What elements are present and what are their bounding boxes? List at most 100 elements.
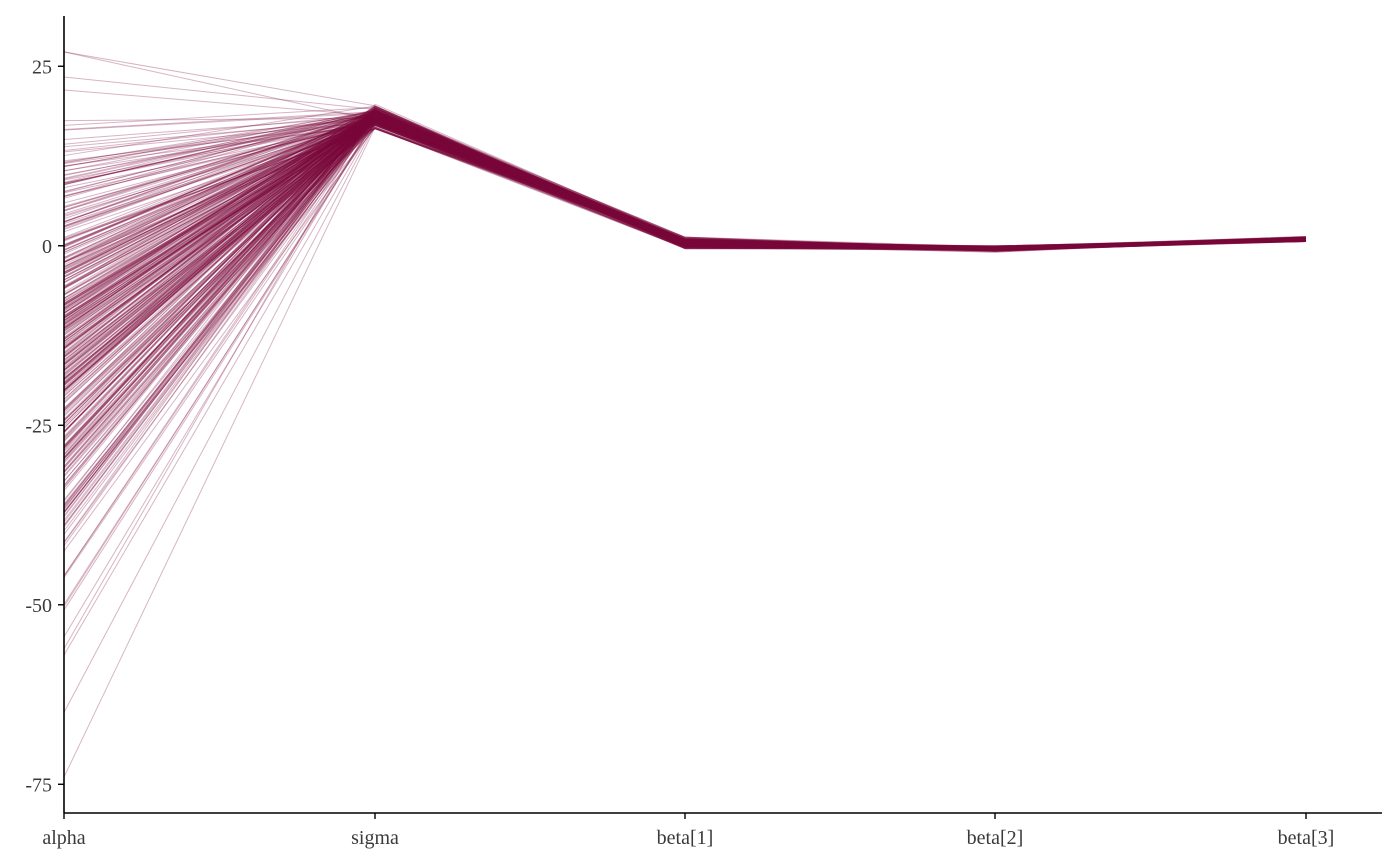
draw-line — [63, 121, 1307, 296]
draw-line — [63, 103, 1307, 385]
draw-line — [63, 123, 1307, 459]
draw-line — [63, 114, 1307, 329]
draw-line — [63, 117, 1307, 473]
draw-line — [63, 111, 1307, 363]
draw-line — [63, 116, 1307, 368]
draw-line — [63, 116, 1307, 249]
draw-line — [63, 115, 1307, 263]
draw-line — [63, 112, 1307, 449]
draw-line — [63, 51, 1307, 250]
draw-line — [63, 116, 1307, 248]
draw-line — [63, 113, 1307, 284]
draw-line — [63, 115, 1307, 380]
draw-line — [63, 110, 1307, 492]
draw-line — [63, 114, 1307, 393]
draw-line — [63, 124, 1307, 375]
draw-line — [63, 112, 1307, 249]
draw-line — [63, 119, 1307, 486]
draw-line — [63, 111, 1307, 249]
draw-line — [63, 112, 1307, 424]
draw-line — [63, 127, 1307, 428]
draw-line — [63, 119, 1307, 482]
draw-line — [63, 114, 1307, 310]
draw-line — [63, 120, 1307, 289]
draw-line — [63, 116, 1307, 384]
draw-line — [63, 116, 1307, 345]
draw-line — [63, 113, 1307, 514]
draw-line — [63, 115, 1307, 391]
draw-line — [63, 105, 1307, 314]
draw-line — [63, 107, 1307, 353]
draw-line — [63, 119, 1307, 326]
y-tick-label: -75 — [25, 774, 52, 796]
draw-line — [63, 109, 1307, 262]
draw-line — [63, 119, 1307, 400]
draw-line — [63, 123, 1307, 250]
draw-line — [63, 107, 1307, 472]
draw-line — [63, 116, 1307, 459]
draw-line — [63, 120, 1307, 260]
x-tick-label: beta[1] — [657, 827, 714, 849]
draw-line — [63, 124, 1307, 473]
draw-line — [63, 108, 1307, 511]
draw-line — [63, 121, 1307, 611]
draw-line — [63, 118, 1307, 250]
draw-line — [63, 120, 1307, 248]
draw-line — [63, 115, 1307, 287]
draw-line — [63, 110, 1307, 249]
draw-line — [63, 113, 1307, 338]
draw-line — [63, 127, 1307, 421]
draw-line — [63, 110, 1307, 312]
draw-line — [63, 113, 1307, 258]
draw-line — [63, 106, 1307, 314]
x-tick-label: alpha — [42, 827, 85, 849]
draw-line — [63, 107, 1307, 393]
draw-line — [63, 111, 1307, 518]
draw-line — [63, 124, 1307, 384]
draw-line — [63, 111, 1307, 248]
draw-line — [63, 113, 1307, 476]
draw-line — [63, 117, 1307, 329]
draw-line — [63, 118, 1307, 278]
draw-line — [63, 112, 1307, 275]
draw-line — [63, 110, 1307, 455]
draw-line — [63, 121, 1307, 605]
draw-line — [63, 115, 1307, 438]
draw-line — [63, 106, 1307, 288]
draw-line — [63, 113, 1307, 377]
draw-line — [63, 115, 1307, 397]
draw-line — [63, 115, 1307, 342]
draw-line — [63, 121, 1307, 334]
draw-line — [63, 119, 1307, 281]
draw-line — [63, 116, 1307, 501]
draw-line — [63, 112, 1307, 249]
draw-line — [63, 113, 1307, 371]
draw-line — [63, 112, 1307, 507]
draw-line — [63, 118, 1307, 253]
draw-line — [63, 120, 1307, 325]
draw-line — [63, 117, 1307, 460]
draw-line — [63, 110, 1307, 386]
draw-line — [63, 128, 1307, 359]
draw-line — [63, 113, 1307, 248]
draw-line — [63, 115, 1307, 377]
draw-line — [63, 110, 1307, 289]
draw-line — [63, 109, 1307, 342]
draw-line — [63, 116, 1307, 259]
draw-line — [63, 117, 1307, 532]
draw-line — [63, 115, 1307, 365]
draw-line — [63, 116, 1307, 355]
draw-line — [63, 122, 1307, 250]
draw-line — [63, 114, 1307, 517]
draw-line — [63, 124, 1307, 264]
draw-line — [63, 115, 1307, 270]
draw-line — [63, 112, 1307, 251]
draw-line — [63, 116, 1307, 433]
draw-line — [63, 115, 1307, 277]
draw-line — [63, 113, 1307, 250]
draw-line — [63, 117, 1307, 249]
draw-line — [63, 113, 1307, 327]
draw-line — [63, 119, 1307, 449]
draw-line — [63, 118, 1307, 270]
draw-line — [63, 126, 1307, 379]
